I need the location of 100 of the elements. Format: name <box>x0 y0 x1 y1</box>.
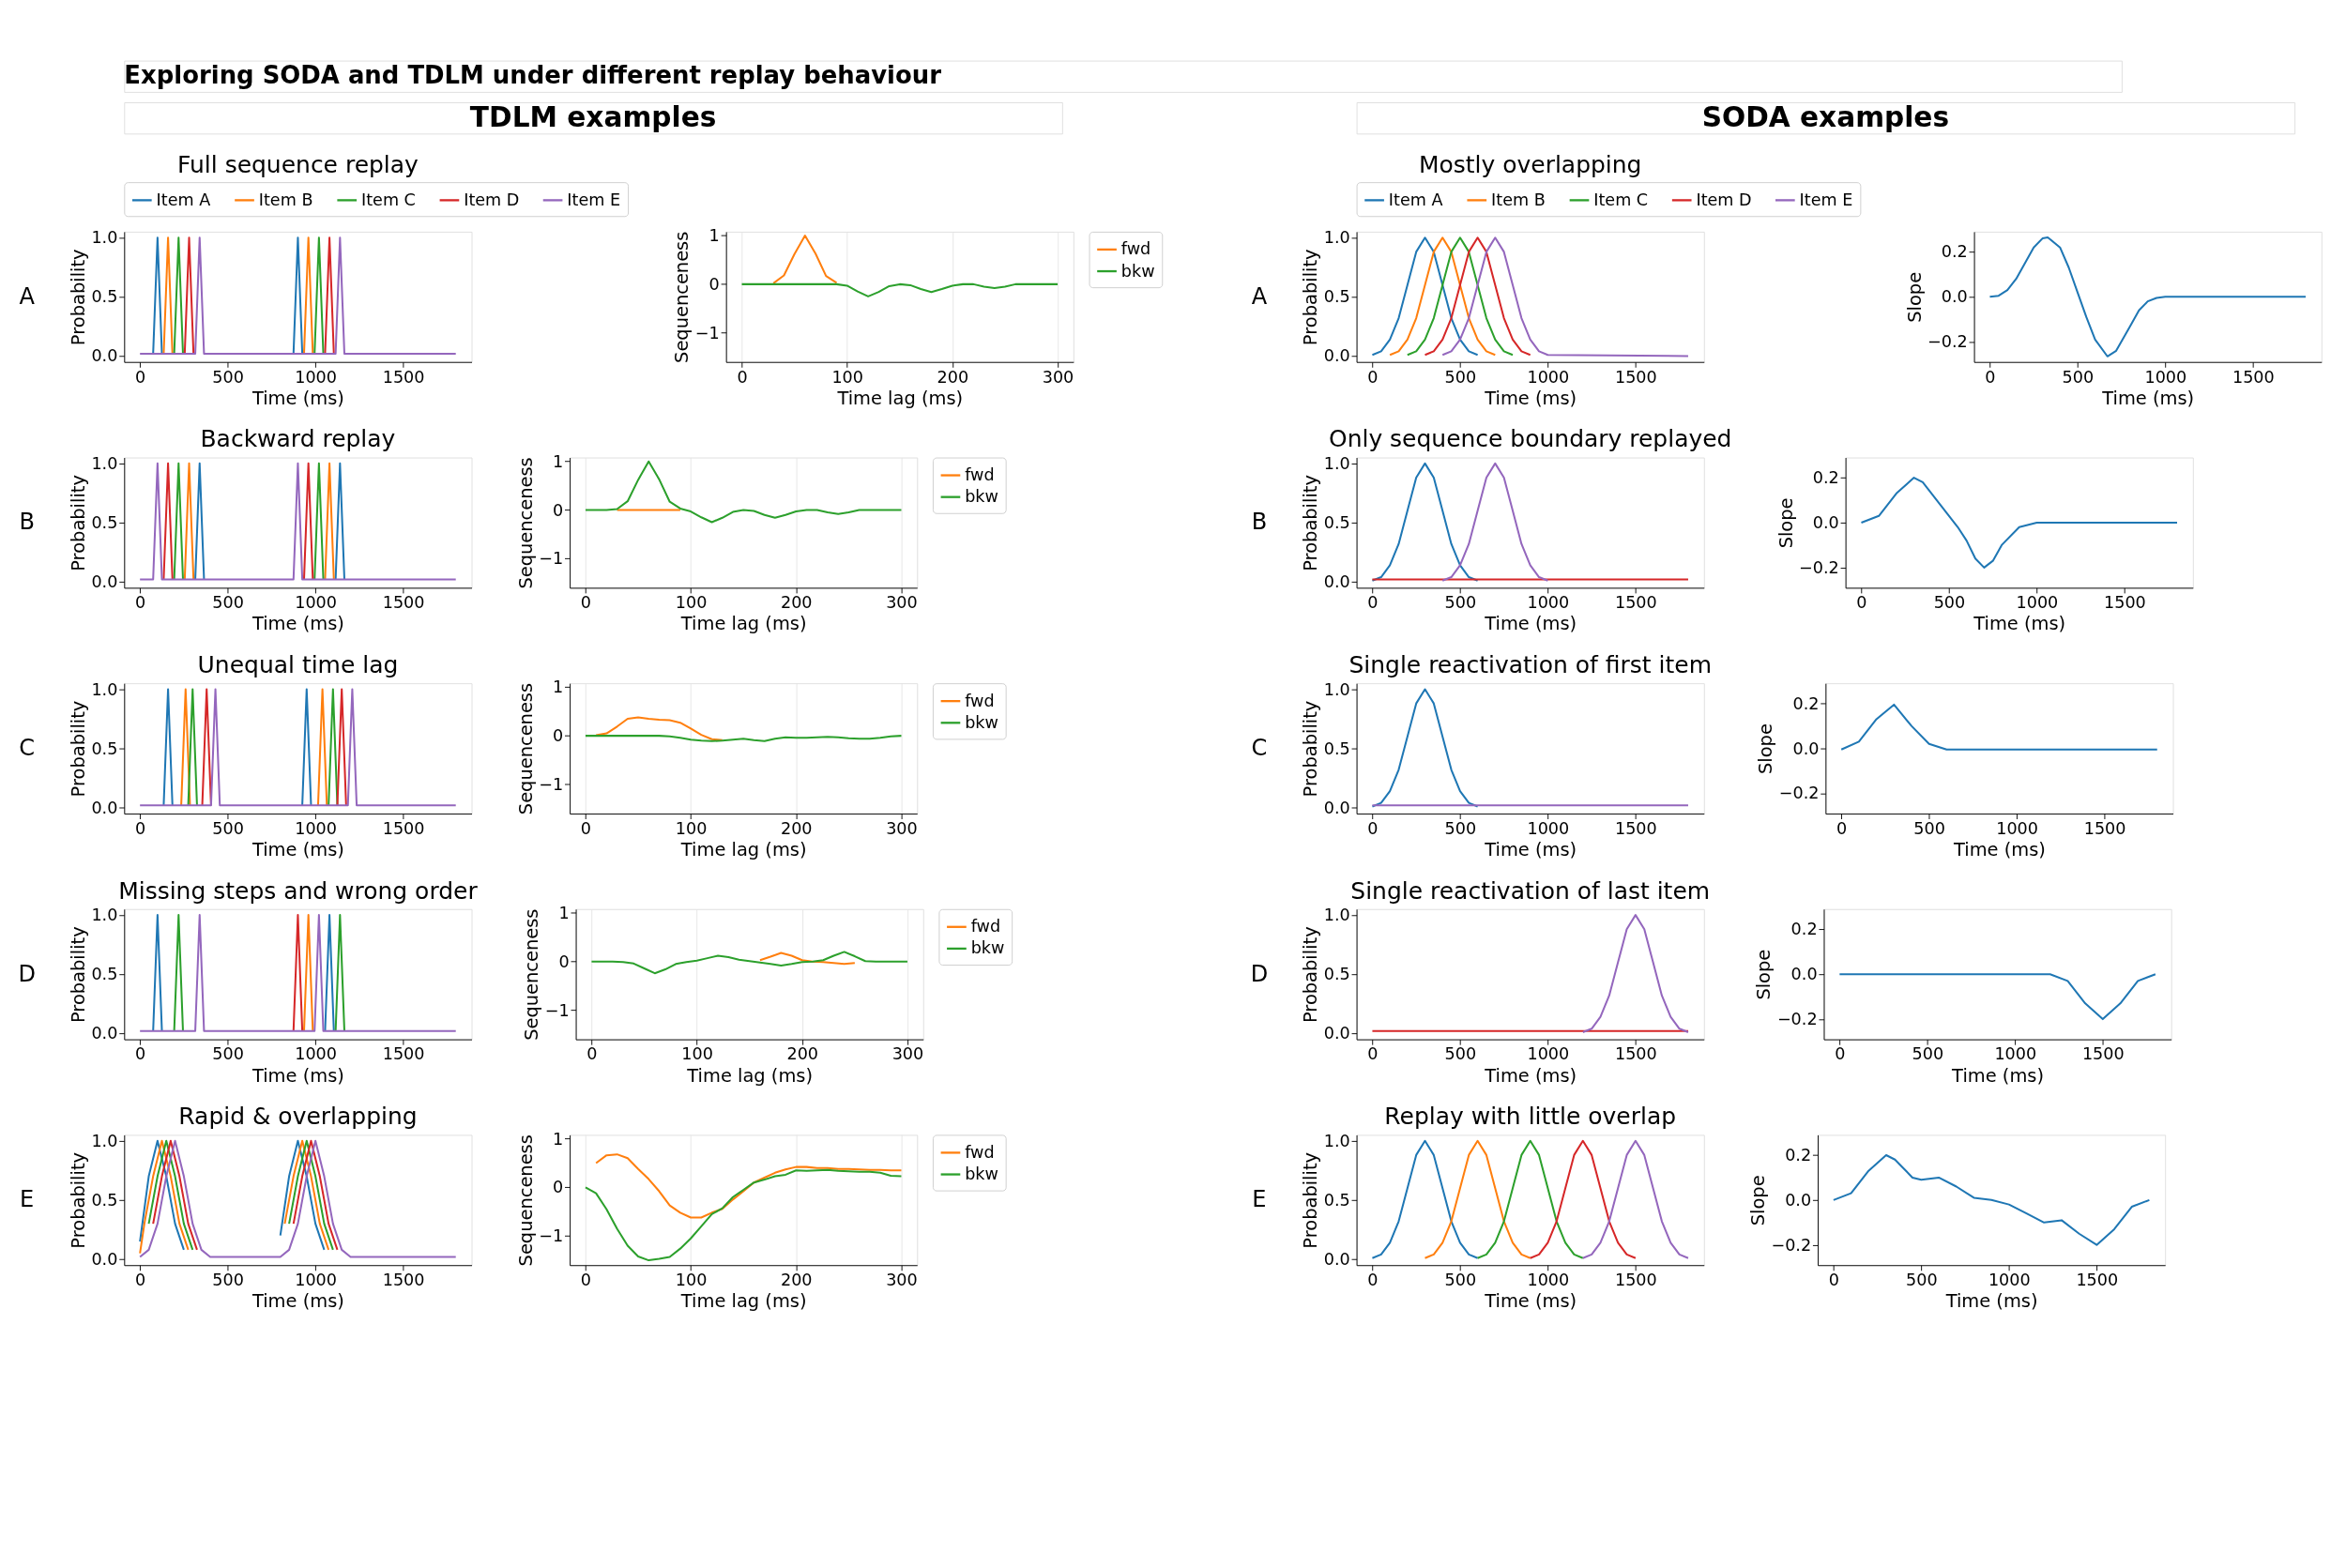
y-tick-label: 0.0 <box>91 346 118 366</box>
y-tick-label: 1.0 <box>91 679 118 699</box>
y-tick-label: 0.0 <box>1792 738 1820 758</box>
line-series <box>590 951 908 975</box>
legend-label: Item B <box>258 190 313 209</box>
legend-label: Item D <box>464 190 520 209</box>
x-tick-label: 300 <box>886 593 918 613</box>
y-tick-label: 0.0 <box>1941 287 1968 307</box>
x-tick-label: 500 <box>212 593 244 613</box>
y-tick-label: 0 <box>708 274 720 294</box>
line-series <box>1441 236 1689 358</box>
x-tick-label: 1500 <box>2081 1044 2125 1064</box>
x-axis-title: Time (ms) <box>1484 1290 1577 1313</box>
line-series <box>584 460 903 524</box>
x-tick-label: 500 <box>212 1271 244 1290</box>
chart-title: Mostly overlapping <box>1418 151 1642 179</box>
chart-title: Single reactivation of first item <box>1348 650 1712 678</box>
x-tick-label: 0 <box>1367 1044 1379 1064</box>
y-tick-label: 0.0 <box>91 798 118 817</box>
y-tick-label: 0.5 <box>91 512 118 532</box>
x-tick-label: 500 <box>212 1044 244 1064</box>
x-tick-label: 1500 <box>2104 593 2146 613</box>
y-tick-label: 0.5 <box>1323 965 1350 984</box>
x-tick-label: 0 <box>135 818 146 838</box>
x-axis-title: Time (ms) <box>251 1290 344 1313</box>
y-axis-title: Probability <box>1300 475 1322 571</box>
y-tick-label: −1 <box>539 1226 564 1246</box>
x-axis-title: Time (ms) <box>1484 1064 1577 1087</box>
y-tick-label: 0.5 <box>1323 1190 1350 1210</box>
x-tick-label: 0 <box>1367 367 1379 387</box>
y-tick-label: −0.2 <box>1778 784 1820 803</box>
x-tick-label: 1000 <box>295 367 337 387</box>
x-tick-label: 1000 <box>2016 593 2059 613</box>
line-series <box>1840 703 2158 751</box>
x-tick-label: 1000 <box>1994 1044 2037 1064</box>
chart-title: Only sequence boundary replayed <box>1328 425 1732 453</box>
y-tick-label: −0.2 <box>1771 1235 1812 1255</box>
chart-title: Unequal time lag <box>197 650 399 678</box>
line-series <box>1441 462 1549 582</box>
y-axis-title: Probability <box>1300 700 1322 798</box>
legend-label: Item D <box>1696 190 1752 209</box>
y-axis-title: Sequenceness <box>514 1134 537 1267</box>
y-tick-label: 0.0 <box>1323 1024 1350 1043</box>
legend-label: bkw <box>965 487 998 507</box>
y-tick-label: 0.5 <box>1323 287 1350 307</box>
y-tick-label: 1.0 <box>1323 453 1350 473</box>
x-tick-label: 0 <box>1367 1271 1379 1290</box>
line-series <box>1581 914 1689 1034</box>
y-tick-label: 0.2 <box>1941 242 1968 262</box>
x-axis-title: Time (ms) <box>1952 838 2046 860</box>
y-axis-title: Sequenceness <box>514 682 537 815</box>
text: TDLM examples <box>469 100 717 133</box>
x-tick-label: 1000 <box>1996 818 2038 838</box>
x-tick-label: 0 <box>135 1271 146 1290</box>
text: E <box>20 1186 35 1213</box>
y-tick-label: 1 <box>552 1129 564 1149</box>
text: C <box>19 735 36 761</box>
chart-title: Missing steps and wrong order <box>118 876 479 905</box>
y-tick-label: 1.0 <box>1323 228 1350 248</box>
text: A <box>1251 282 1268 310</box>
y-tick-label: 1.0 <box>91 228 118 248</box>
x-tick-label: 1500 <box>1614 1044 1657 1064</box>
y-tick-label: −1 <box>539 549 564 569</box>
chart-title: Backward replay <box>200 425 396 453</box>
x-tick-label: 500 <box>1913 818 1945 838</box>
x-tick-label: 500 <box>1444 1044 1477 1064</box>
x-tick-label: 1000 <box>1988 1271 2031 1290</box>
y-tick-label: 0.2 <box>1792 693 1820 713</box>
x-tick-label: 0 <box>135 367 146 387</box>
legend-label: Item E <box>567 190 621 209</box>
y-axis-title: Probability <box>1300 249 1322 346</box>
y-tick-label: 1.0 <box>1323 906 1350 925</box>
legend-label: Item C <box>1593 190 1649 209</box>
text: B <box>1251 509 1268 536</box>
x-tick-label: 1500 <box>382 1271 425 1290</box>
x-axis-title: Time (ms) <box>1944 1290 2038 1313</box>
x-tick-label: 1500 <box>382 818 425 838</box>
x-tick-label: 1000 <box>1527 1271 1570 1290</box>
line-series <box>1832 1153 2151 1246</box>
x-axis-title: Time lag (ms) <box>679 613 807 635</box>
x-tick-label: 500 <box>1906 1271 1938 1290</box>
line-series <box>1581 1139 1689 1259</box>
y-axis-title: Sequenceness <box>671 231 693 363</box>
x-tick-label: 500 <box>1444 367 1477 387</box>
x-tick-label: 500 <box>212 818 244 838</box>
x-tick-label: 300 <box>886 818 918 838</box>
text: C <box>1251 735 1268 761</box>
y-axis-title: Probability <box>1300 926 1322 1024</box>
x-tick-label: 1000 <box>1527 593 1570 613</box>
chart-title: Rapid & overlapping <box>178 1103 418 1131</box>
x-tick-label: 100 <box>675 818 708 838</box>
x-tick-label: 1000 <box>295 593 337 613</box>
legend-label: fwd <box>965 465 995 485</box>
y-axis-title: Sequenceness <box>521 908 543 1041</box>
x-tick-label: 1000 <box>2144 367 2187 387</box>
line-series <box>1371 236 1479 357</box>
x-tick-label: 1500 <box>2232 367 2275 387</box>
x-tick-label: 500 <box>1912 1044 1944 1064</box>
line-series <box>1424 236 1531 357</box>
y-tick-label: 0.0 <box>1323 346 1350 366</box>
